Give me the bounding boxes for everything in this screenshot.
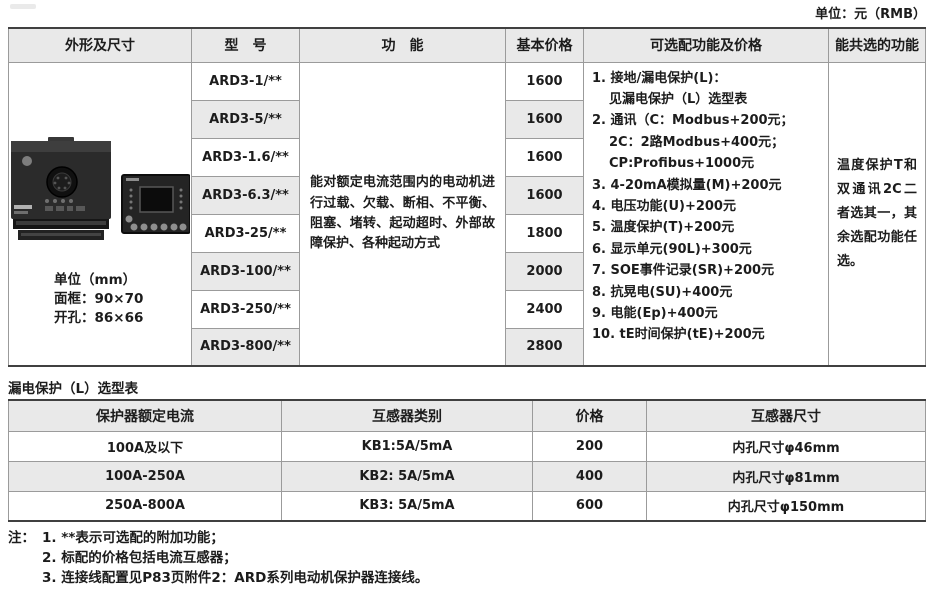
price-cell: 2400 xyxy=(505,289,584,329)
product-photo-image xyxy=(11,136,191,240)
model-cell: ARD3-5/** xyxy=(191,99,300,139)
table-row: 100A-250A KB2: 5A/5mA 400 内孔尺寸φ81mm xyxy=(8,460,926,492)
header-model: 型 号 xyxy=(191,27,300,63)
note-item: 2. 标配的价格包括电流互感器； xyxy=(42,549,237,566)
price-cell: 2800 xyxy=(505,327,584,367)
table-row: ARD3-250/** 2400 xyxy=(9,289,926,329)
optional-line: 6. 显示单元(90L)+300元 xyxy=(592,241,752,257)
table-row: ARD3-25/** 1800 xyxy=(9,213,926,253)
ct-type-cell: KB1:5A/5mA xyxy=(281,430,533,462)
price-cell: 400 xyxy=(532,460,647,492)
main-table-header: 外形及尺寸 型 号 功 能 基本价格 可选配功能及价格 能共选的功能 xyxy=(8,27,926,63)
optional-line: 8. 抗晃电(SU)+400元 xyxy=(592,284,733,300)
header-shared: 能共选的功能 xyxy=(828,27,926,63)
table-row: ARD3-6.3/** 1600 xyxy=(9,175,926,215)
model-cell: ARD3-25/** xyxy=(191,213,300,253)
optional-line: 3. 4-20mA模拟量(M)+200元 xyxy=(592,177,782,193)
table-row: 100A及以下 KB1:5A/5mA 200 内孔尺寸φ46mm xyxy=(8,430,926,462)
ct-size-cell: 内孔尺寸φ150mm xyxy=(646,490,926,522)
header-rated-current: 保护器额定电流 xyxy=(8,399,282,432)
price-cell: 1600 xyxy=(505,137,584,177)
optional-line: CP:Profibus+1000元 xyxy=(609,156,755,172)
main-pricing-table: 外形及尺寸 型 号 功 能 基本价格 可选配功能及价格 能共选的功能 xyxy=(8,27,926,367)
optional-line: 5. 温度保护(T)+200元 xyxy=(592,220,735,236)
footnotes: 注： 1. **表示可选配的附加功能； 2. 标配的价格包括电流互感器； 3. … xyxy=(8,529,428,589)
table-row: ARD3-5/** 1600 xyxy=(9,99,926,139)
leakage-table-title: 漏电保护（L）选型表 xyxy=(8,381,139,397)
price-cell: 1800 xyxy=(505,213,584,253)
optional-line: 见漏电保护（L）选型表 xyxy=(609,91,748,107)
optional-line: 4. 电压功能(U)+200元 xyxy=(592,198,736,214)
model-cell: ARD3-100/** xyxy=(191,251,300,291)
table-row: ARD3-800/** 2800 xyxy=(9,327,926,367)
ct-size-cell: 内孔尺寸φ46mm xyxy=(646,430,926,462)
note-item: 3. 连接线配置见P83页附件2：ARD系列电动机保护器连接线。 xyxy=(42,569,429,586)
header-ct-size: 互感器尺寸 xyxy=(646,399,926,432)
notes-prefix: 注： xyxy=(8,530,35,546)
table-row: 250A-800A KB3: 5A/5mA 600 内孔尺寸φ150mm xyxy=(8,490,926,522)
ct-size-cell: 内孔尺寸φ81mm xyxy=(646,460,926,492)
header-row: 外形及尺寸 型 号 功 能 基本价格 可选配功能及价格 能共选的功能 xyxy=(8,27,926,63)
price-cell: 1600 xyxy=(505,99,584,139)
scan-artifact xyxy=(10,4,36,9)
price-cell: 1600 xyxy=(505,61,584,101)
price-cell: 200 xyxy=(532,430,647,462)
product-photo xyxy=(9,136,191,245)
note-item: 1. **表示可选配的附加功能； xyxy=(42,530,224,546)
model-cell: ARD3-1.6/** xyxy=(191,137,300,177)
model-cell: ARD3-6.3/** xyxy=(191,175,300,215)
table-row: 单位（mm） 面框：90×70 开孔：86×66 ARD3-1/** 能对额定电… xyxy=(8,61,926,367)
optional-line: 7. SOE事件记录(SR)+200元 xyxy=(592,263,775,279)
rated-current-cell: 100A-250A xyxy=(8,460,282,492)
model-cell: ARD3-250/** xyxy=(191,289,300,329)
caption-cutout: 开孔：86×66 xyxy=(54,309,144,326)
caption-unit: 单位（mm） xyxy=(54,271,137,288)
header-price: 价格 xyxy=(532,399,647,432)
caption-frame: 面框：90×70 xyxy=(54,290,144,307)
leakage-table-header: 保护器额定电流 互感器类别 价格 互感器尺寸 xyxy=(8,399,926,432)
optional-line: 2. 通讯（C：Modbus+200元； xyxy=(592,113,794,129)
optional-line: 10. tE时间保护(tE)+200元 xyxy=(592,327,765,343)
table-row: ARD3-1.6/** 1600 xyxy=(9,137,926,177)
header-base-price: 基本价格 xyxy=(505,27,584,63)
header-optional: 可选配功能及价格 xyxy=(583,27,829,63)
shared-functions-cell: 温度保护T和双通讯2C二者选其一，其余选配功能任选。 xyxy=(828,61,926,367)
table-row: ARD3-100/** 2000 xyxy=(9,251,926,291)
optional-functions-cell: 1. 接地/漏电保护(L)： 见漏电保护（L）选型表 2. 通讯（C：Modbu… xyxy=(583,61,829,367)
optional-line: 1. 接地/漏电保护(L)： xyxy=(592,70,727,86)
header-ct-type: 互感器类别 xyxy=(281,399,533,432)
rated-current-cell: 100A及以下 xyxy=(8,430,282,462)
ct-type-cell: KB2: 5A/5mA xyxy=(281,460,533,492)
dimension-caption: 单位（mm） 面框：90×70 开孔：86×66 xyxy=(54,271,191,328)
header-row: 保护器额定电流 互感器类别 价格 互感器尺寸 xyxy=(8,399,926,432)
optional-line: 9. 电能(Ep)+400元 xyxy=(592,305,718,321)
header-shape: 外形及尺寸 xyxy=(8,27,192,63)
price-cell: 2000 xyxy=(505,251,584,291)
price-cell: 1600 xyxy=(505,175,584,215)
rated-current-cell: 250A-800A xyxy=(8,490,282,522)
model-cell: ARD3-1/** xyxy=(191,61,300,101)
product-photo-cell: 单位（mm） 面框：90×70 开孔：86×66 xyxy=(8,61,192,367)
price-cell: 600 xyxy=(532,490,647,522)
unit-label: 单位：元（RMB） xyxy=(815,7,926,22)
leakage-selection-table: 保护器额定电流 互感器类别 价格 互感器尺寸 100A及以下 KB1:5A/5m… xyxy=(8,399,926,522)
optional-line: 2C：2路Modbus+400元； xyxy=(609,134,785,150)
ct-type-cell: KB3: 5A/5mA xyxy=(281,490,533,522)
function-cell: 能对额定电流范围内的电动机进行过载、欠载、断相、不平衡、阻塞、堵转、起动超时、外… xyxy=(299,61,506,367)
header-function: 功 能 xyxy=(299,27,506,63)
model-cell: ARD3-800/** xyxy=(191,327,300,367)
